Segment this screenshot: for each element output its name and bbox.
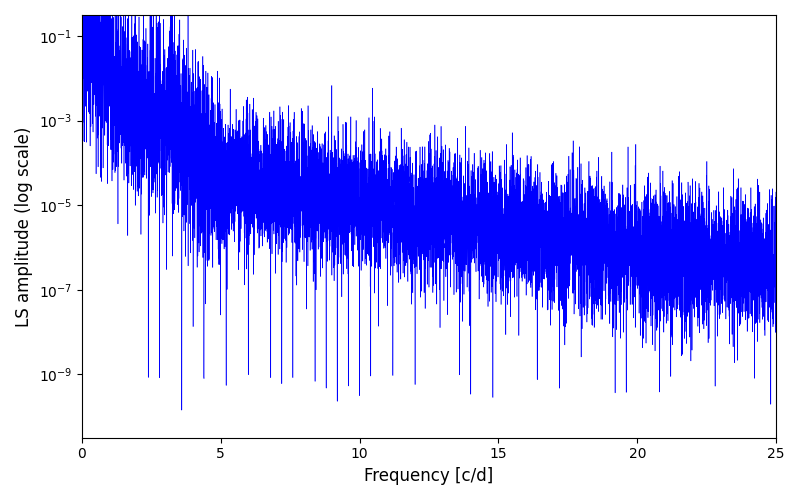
Y-axis label: LS amplitude (log scale): LS amplitude (log scale) xyxy=(15,126,33,326)
X-axis label: Frequency [c/d]: Frequency [c/d] xyxy=(364,467,494,485)
